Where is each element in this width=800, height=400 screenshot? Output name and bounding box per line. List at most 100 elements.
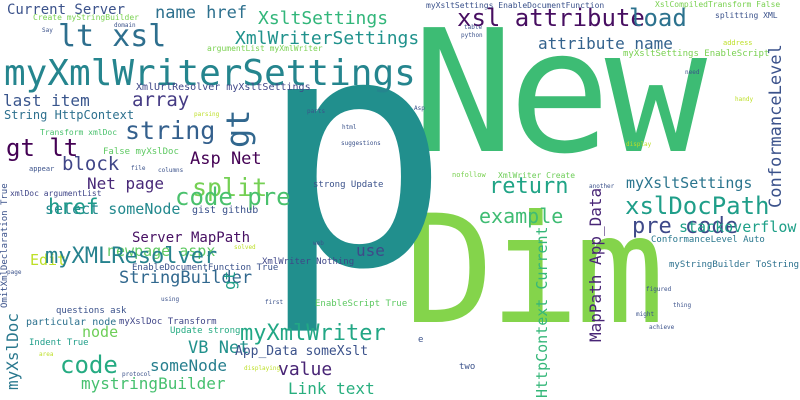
cloud-word: first [265, 299, 284, 306]
cloud-word: parsing [194, 111, 220, 118]
cloud-word: block [62, 153, 120, 175]
cloud-word: appear [29, 165, 55, 173]
cloud-word: code pre [175, 183, 291, 211]
cloud-word: e [418, 335, 424, 345]
cloud-word: False myXslDoc [103, 147, 179, 157]
cloud-word: particular node [26, 317, 117, 328]
cloud-word: thing [673, 302, 692, 309]
cloud-word: argumentList myXmlWriter [207, 44, 323, 53]
cloud-word: gt [219, 109, 257, 148]
cloud-word: Net page [87, 174, 165, 193]
cloud-word: split [192, 173, 268, 202]
cloud-word: last item [3, 91, 90, 110]
cloud-word: newpage aspx [107, 242, 216, 260]
cloud-word: MapPath App_Data [586, 187, 605, 342]
cloud-word: ConformanceLevel Auto [651, 235, 765, 245]
cloud-word: XslCompiledTransform False [655, 0, 781, 9]
cloud-word: mystringBuilder [81, 374, 226, 393]
cloud-word: nofollow [452, 171, 486, 179]
cloud-word: protocol [122, 371, 151, 378]
cloud-word: StringBuilder [119, 268, 253, 288]
cloud-word: node [82, 323, 119, 341]
cloud-word: myXsltSettings EnableDocumentFunction [426, 1, 605, 10]
cloud-word: Create myStringBuilder [33, 13, 139, 22]
cloud-word: splitting XML [715, 11, 778, 20]
cloud-word: Link text [288, 379, 375, 398]
cloud-word: strong Update [313, 180, 384, 190]
cloud-word: load [629, 4, 687, 32]
cloud-word: Say [42, 27, 53, 34]
cloud-word: Asp [414, 105, 425, 112]
cloud-word: String HttpContext [4, 108, 135, 122]
cloud-word: columns [158, 167, 184, 174]
cloud-word: might [636, 311, 655, 318]
cloud-word: Transform xmlDoc [40, 128, 118, 137]
cloud-word: python [461, 32, 483, 39]
cloud-word: Update strong [170, 326, 241, 336]
cloud-word: App_Data someXslt [235, 344, 369, 359]
cloud-word: name href [155, 3, 248, 23]
cloud-word: ConformanceLevel [766, 44, 786, 208]
cloud-word: XmlWriter Nothing [262, 257, 355, 267]
cloud-word: gist github [192, 205, 259, 216]
cloud-word: xsl attribute [457, 4, 645, 32]
cloud-word: gt lt [6, 134, 79, 162]
cloud-word: EnableScript True [315, 299, 408, 309]
cloud-word: myXslDoc [3, 312, 22, 390]
cloud-word: href [48, 195, 99, 219]
cloud-word: parts [307, 108, 326, 115]
cloud-word: stackoverflow [679, 218, 797, 236]
cloud-word: code [60, 351, 118, 379]
cloud-word: file [131, 165, 146, 172]
cloud-word: Edit [30, 251, 67, 269]
cloud-word: page [7, 269, 22, 276]
cloud-word: displaying [244, 365, 281, 372]
cloud-word: string [125, 116, 216, 145]
cloud-word: pre code [632, 214, 738, 239]
cloud-word: solved [234, 244, 256, 251]
cloud-word: html [342, 124, 357, 131]
cloud-word: p [258, 0, 451, 340]
cloud-word: xslDocPath [625, 192, 770, 220]
cloud-word: questions ask [56, 306, 127, 316]
cloud-word: address [723, 39, 753, 47]
cloud-word: XmlUrlResolver myXsltSettings [136, 82, 311, 93]
cloud-word: XsltSettings [258, 8, 389, 29]
cloud-word: domain [114, 22, 136, 29]
cloud-word: attribute name [538, 34, 673, 53]
cloud-word: myXsltSettings [626, 174, 753, 192]
cloud-word: VB Net [188, 338, 250, 358]
cloud-word: someNode [150, 356, 228, 375]
cloud-word: display [626, 141, 652, 148]
cloud-word: return [489, 174, 569, 199]
cloud-word: Current Server [7, 2, 126, 18]
cloud-word: myXsltSettings EnableScript [623, 49, 770, 59]
cloud-word: myXmlWriter [240, 321, 386, 346]
cloud-word: myStringBuilder ToString [669, 260, 800, 270]
cloud-word: value [278, 359, 333, 380]
cloud-word: HttpContext Current [533, 226, 551, 398]
cloud-word: use [356, 241, 385, 260]
cloud-word: XmlWriter Create [498, 171, 576, 180]
cloud-word: Dim [404, 184, 665, 358]
cloud-word: xmlDoc argumentList [10, 189, 102, 198]
cloud-word: select someNode [45, 200, 181, 218]
cloud-word: Asp Net [190, 149, 262, 169]
cloud-word: achieve [649, 324, 675, 331]
cloud-word: XmlWriterSettings [235, 28, 420, 49]
cloud-word: another [589, 183, 615, 190]
cloud-word: two [459, 362, 476, 372]
cloud-word: myXslDoc Transform [119, 317, 217, 327]
cloud-word: myXMLResolver [45, 244, 218, 269]
cloud-word: New [412, 0, 707, 192]
cloud-word: suggestions [341, 140, 381, 147]
cloud-word: table [464, 24, 483, 31]
cloud-word: figured [646, 286, 672, 293]
cloud-word: example [479, 204, 564, 228]
cloud-word: OmitXmlDeclaration True [0, 183, 10, 308]
cloud-word: array [132, 89, 190, 111]
cloud-word: handy [735, 96, 754, 103]
cloud-word: gt [220, 270, 239, 290]
cloud-word: lt xsl [58, 19, 167, 54]
